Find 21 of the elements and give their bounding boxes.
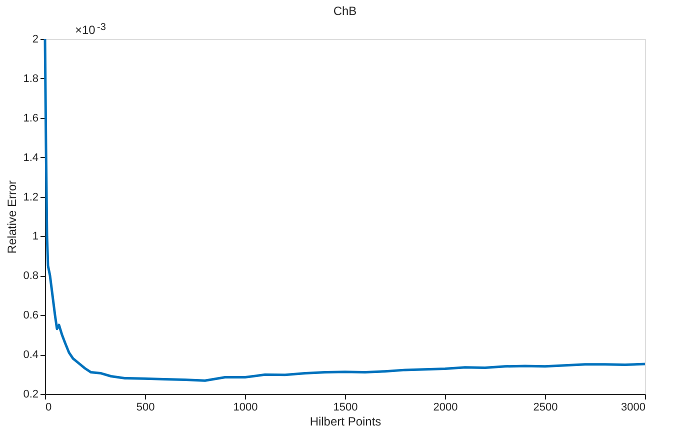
x-tick-label: 3000: [621, 402, 646, 414]
x-tick-label: 2500: [533, 402, 558, 414]
x-tick-label: 500: [136, 402, 155, 414]
x-tick-label: 0: [46, 402, 52, 414]
y-tick-label: 1.8: [23, 72, 38, 85]
line-series: [44, 38, 646, 382]
y-tick-label: 0.6: [23, 310, 38, 322]
x-tick-label: 1500: [333, 402, 358, 414]
y-tick-label: 0.2: [23, 388, 38, 400]
x-axis-title: Hilbert Points: [310, 414, 382, 428]
y-tick-label: 0.8: [23, 270, 38, 282]
y-tick-label: 1.4: [23, 152, 38, 164]
x-tick-label: 1000: [233, 402, 258, 414]
y-tick-label: 1: [32, 230, 38, 243]
x-tick-label: 2000: [433, 402, 458, 414]
y-axis-title: Relative Error: [5, 180, 20, 254]
chart-title: ChB: [333, 4, 357, 18]
y-tick-label: 0.4: [23, 349, 38, 362]
y-tick-label: 2: [32, 34, 38, 46]
y-tick-label: 1.6: [23, 112, 38, 124]
y-tick-label: 1.2: [23, 191, 38, 204]
